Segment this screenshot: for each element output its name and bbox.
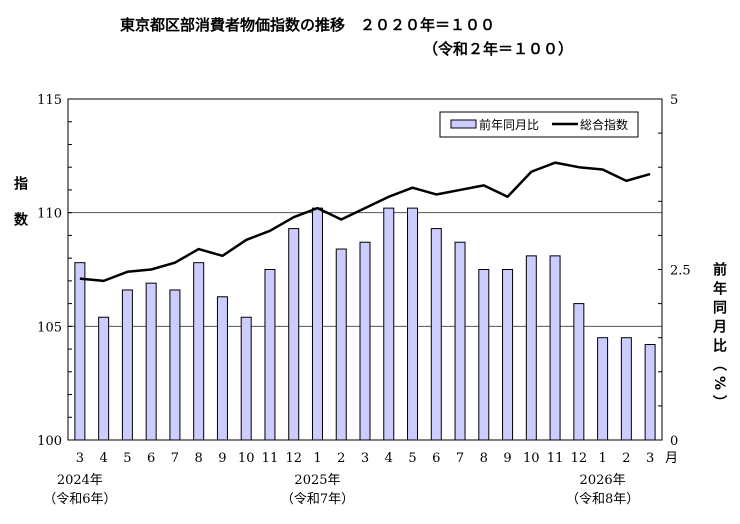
left-tick-label: 110 [37,207,62,222]
bar-20 [549,255,561,441]
bar-14 [407,207,419,441]
era-label: （令和6年） [43,492,116,507]
year-label: 2026年 [580,473,626,488]
plot-frame [67,98,663,441]
x-tick-label: 8 [195,451,203,466]
legend-label-line: 総合指数 [580,117,628,132]
chart-subtitle: （令和２年＝１００） [423,40,574,58]
legend-swatch-bar [450,119,477,129]
x-tick-label: 3 [361,451,369,466]
bar-18 [502,269,514,441]
right-tick-label: 2.5 [670,264,691,279]
right-tick-label: 0 [670,434,678,449]
bar-6 [216,296,228,441]
x-tick-label: 9 [503,451,511,466]
right-axis-label: 前年同月比（%） [711,262,727,415]
right-tick-label: 5 [670,93,678,108]
x-tick-label: 1 [598,451,606,466]
year-label: 2024年 [57,473,103,488]
bar-8 [264,269,276,441]
bar-16 [454,241,466,441]
bar-3 [145,282,157,441]
chart-title: 東京都区部消費者物価指数の推移 ２０２０年＝１００ [120,16,496,34]
bar-2 [121,289,133,441]
x-tick-label: 2 [622,451,630,466]
x-tick-label: 7 [456,451,464,466]
era-label: （令和7年） [281,492,354,507]
legend-label-bar: 前年同月比 [479,117,539,132]
year-label: 2025年 [294,473,340,488]
x-tick-label: 11 [547,451,564,466]
x-tick-label: 10 [523,451,540,466]
x-tick-label: 7 [171,451,179,466]
x-tick-label: 4 [385,451,393,466]
bar-24 [644,344,656,441]
bar-15 [430,228,442,441]
x-tick-label: 10 [238,451,255,466]
left-axis-label: 指数 [12,176,28,248]
bar-0 [74,262,86,441]
x-tick-label: 11 [262,451,279,466]
bar-17 [478,269,490,441]
bar-22 [597,337,609,441]
bar-21 [573,303,585,441]
x-tick-label: 1 [313,451,321,466]
bar-5 [193,262,205,441]
left-tick-label: 105 [37,320,62,335]
bar-19 [525,255,537,441]
bar-7 [240,316,252,441]
bar-11 [335,248,347,441]
bar-4 [169,289,181,441]
x-tick-label: 12 [571,451,588,466]
x-tick-label: 4 [99,451,107,466]
bar-12 [359,241,371,441]
x-tick-label: 6 [432,451,440,466]
bar-13 [383,207,395,441]
x-tick-label: 9 [218,451,226,466]
left-tick-label: 100 [37,434,62,449]
x-tick-label: 5 [123,451,131,466]
x-tick-label: 3 [646,451,654,466]
x-unit-label: 月 [665,451,678,466]
x-tick-label: 6 [147,451,155,466]
x-tick-label: 8 [480,451,488,466]
left-tick-label: 115 [37,93,62,108]
bar-9 [288,228,300,441]
bar-23 [620,337,632,441]
index-line [79,161,651,283]
bar-10 [311,207,323,441]
era-label: （令和8年） [566,492,639,507]
x-tick-label: 12 [285,451,302,466]
bar-1 [98,316,110,441]
x-tick-label: 5 [408,451,416,466]
x-tick-label: 3 [76,451,84,466]
x-tick-label: 2 [337,451,345,466]
